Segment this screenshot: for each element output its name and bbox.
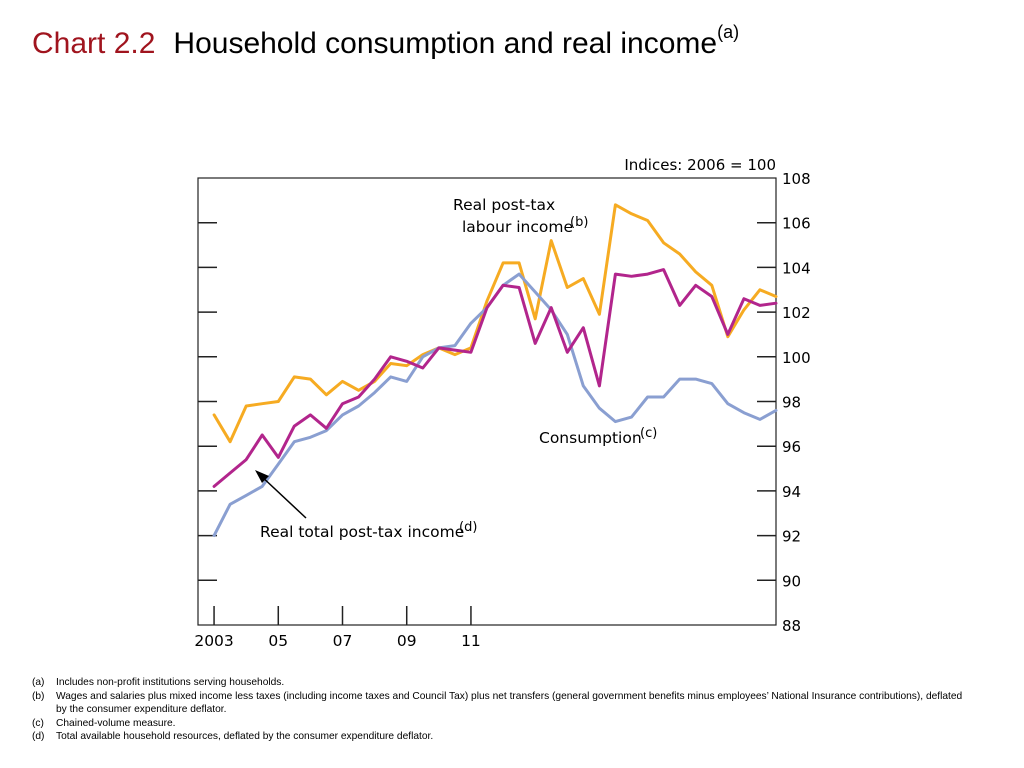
- y-tick-label: 98: [782, 394, 801, 412]
- consumption-label-note: (c): [640, 426, 657, 441]
- footnotes: (a) Includes non-profit institutions serv…: [32, 676, 972, 744]
- chart-number: Chart 2.2: [32, 27, 156, 60]
- footnote-key: (b): [32, 690, 45, 702]
- x-tick-label: 09: [397, 632, 417, 650]
- x-tick-label: 05: [268, 632, 288, 650]
- y-tick-label: 94: [782, 483, 801, 501]
- x-axis: 2003 05 07 09 11: [194, 606, 481, 650]
- footnote-b: (b) Wages and salaries plus mixed income …: [32, 690, 972, 717]
- y-tick-label: 88: [782, 617, 801, 635]
- consumption-annotation: Consumption (c): [539, 426, 657, 447]
- x-tick-label: 11: [461, 632, 481, 650]
- y-tick-label: 102: [782, 304, 811, 322]
- labour-income-annotation: Real post-tax labour income (b): [453, 196, 588, 236]
- y-tick-label: 90: [782, 572, 801, 590]
- y-tick-label: 92: [782, 528, 801, 546]
- labour-label-note: (b): [570, 215, 588, 230]
- units-label: Indices: 2006 = 100: [624, 156, 776, 174]
- footnote-a: (a) Includes non-profit institutions serv…: [32, 676, 972, 690]
- series-line-consumption: [212, 272, 778, 538]
- y-tick-label: 108: [782, 170, 811, 188]
- footnote-key: (a): [32, 677, 45, 688]
- footnote-text: Wages and salaries plus mixed income les…: [56, 690, 963, 716]
- footnote-text: Chained-volume measure.: [56, 717, 176, 729]
- series-line-total-income: [212, 268, 778, 488]
- annotation-arrow-shaft: [258, 473, 307, 519]
- series-line-labour-income: [212, 203, 778, 444]
- footnote-d: (d) Total available household resources, …: [32, 730, 972, 744]
- title-footnote-marker: (a): [717, 22, 740, 42]
- series-lines: [212, 203, 778, 538]
- total-income-label: Real total post-tax income: [260, 523, 464, 541]
- footnote-text: Includes non-profit institutions serving…: [56, 677, 285, 688]
- total-income-annotation: Real total post-tax income (d): [255, 470, 477, 541]
- y-tick-label: 106: [782, 215, 811, 233]
- total-income-label-note: (d): [459, 520, 477, 535]
- chart-title: Chart 2.2 Household consumption and real …: [32, 22, 739, 61]
- footnote-key: (c): [32, 717, 44, 729]
- y-tick-label: 96: [782, 438, 801, 456]
- y-tick-label: 100: [782, 349, 811, 367]
- x-tick-label: 2003: [194, 632, 233, 650]
- annotation-arrow-head: [255, 470, 269, 483]
- line-chart: Indices: 2006 = 100 88 90 92 94 96 98 100 102 10…: [194, 156, 811, 650]
- x-tick-label: 07: [333, 632, 353, 650]
- consumption-label: Consumption: [539, 429, 642, 447]
- footnote-text: Total available household resources, def…: [56, 731, 434, 742]
- y-tick-label: 104: [782, 259, 811, 277]
- footnote-c: (c) Chained-volume measure.: [32, 717, 972, 731]
- y-axis: 88 90 92 94 96 98 100 102 104 106 108: [198, 170, 811, 635]
- chart-title-text: Household consumption and real income: [173, 27, 718, 60]
- plot-frame: [197, 177, 777, 626]
- labour-label-line1: Real post-tax: [453, 196, 555, 214]
- footnote-key: (d): [32, 731, 45, 742]
- labour-label-line2: labour income: [462, 218, 573, 236]
